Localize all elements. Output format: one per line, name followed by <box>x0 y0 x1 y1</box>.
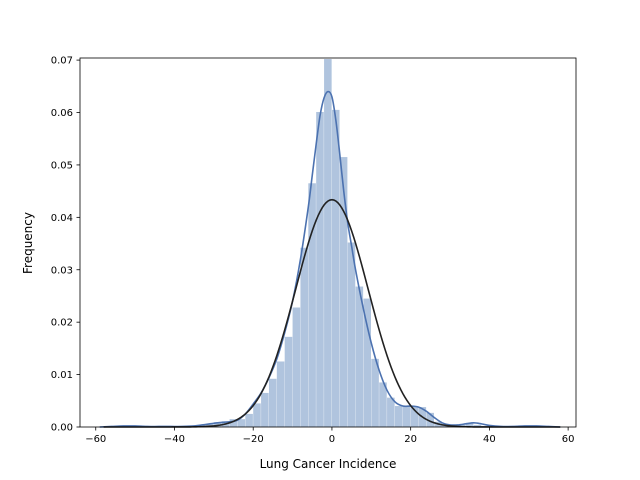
histogram-bar-29 <box>331 109 340 427</box>
histogram-bar-37 <box>394 406 403 427</box>
histogram-bar-20 <box>261 392 269 427</box>
kde-curve <box>99 90 561 428</box>
histogram-bar-41 <box>426 412 434 427</box>
y-tick-label: 0.06 <box>51 108 73 119</box>
y-tick-label: 0.03 <box>51 265 73 276</box>
x-tick-label: 20 <box>404 434 417 445</box>
x-tick-label: −20 <box>243 434 264 445</box>
x-axis-label: Lung Cancer Incidence <box>260 457 397 471</box>
x-tick-label: 0 <box>329 434 335 445</box>
histogram-bar-19 <box>253 403 261 427</box>
histogram-bar-33 <box>363 298 372 427</box>
y-axis-ticks: 0.00 0.01 0.02 0.03 0.04 0.05 0.06 0.07 <box>51 56 80 434</box>
y-tick-label: 0.00 <box>51 423 73 434</box>
y-tick-label: 0.04 <box>51 213 73 224</box>
histogram-bars <box>103 59 545 428</box>
histogram-bar-21 <box>268 378 277 427</box>
x-tick-label: −40 <box>164 434 185 445</box>
histogram-bar-36 <box>387 397 395 427</box>
y-axis-label: Frequency <box>21 212 35 274</box>
histogram-bar-38 <box>402 406 411 427</box>
histogram-bar-25 <box>300 247 309 427</box>
histogram-bar-16 <box>229 419 238 427</box>
histogram-bar-39 <box>410 406 419 427</box>
histogram-bar-28 <box>324 59 332 428</box>
histogram-bar-17 <box>237 419 246 427</box>
y-tick-label: 0.02 <box>51 318 73 329</box>
x-axis-ticks: −60 −40 −20 0 20 40 60 <box>85 427 574 445</box>
histogram-bar-27 <box>316 111 324 427</box>
histogram-bar-26 <box>308 183 316 427</box>
histogram-bar-18 <box>245 413 253 427</box>
histogram-bar-47 <box>473 424 482 427</box>
plot-frame <box>79 57 577 428</box>
histogram-bar-13 <box>205 423 214 427</box>
x-tick-label: 60 <box>562 434 575 445</box>
histogram-bar-35 <box>379 382 387 427</box>
y-tick-label: 0.07 <box>51 56 73 67</box>
y-tick-label: 0.01 <box>51 370 73 381</box>
histogram-bar-23 <box>284 336 293 427</box>
histogram-bar-32 <box>355 286 364 427</box>
histogram-bar-30 <box>339 157 348 428</box>
histogram-bar-34 <box>371 358 379 427</box>
histogram-bar-31 <box>347 242 356 427</box>
histogram-bar-22 <box>276 361 285 427</box>
histogram-bar-24 <box>292 307 301 427</box>
histogram-bar-46 <box>465 422 474 427</box>
y-tick-label: 0.05 <box>51 160 73 171</box>
x-tick-label: −60 <box>85 434 106 445</box>
x-tick-label: 40 <box>483 434 496 445</box>
